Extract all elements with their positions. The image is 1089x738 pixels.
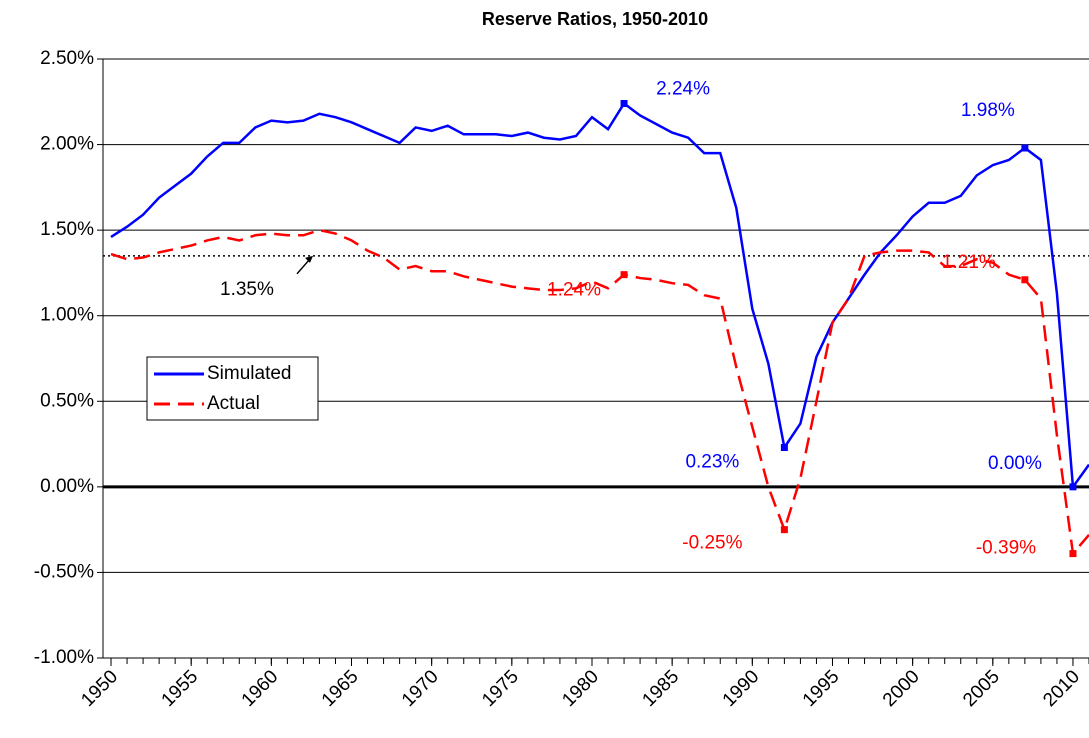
x-tick-label: 1995: [799, 666, 844, 711]
data-label: 0.00%: [988, 453, 1042, 474]
data-label: 1.98%: [961, 100, 1015, 121]
point-marker: [1069, 550, 1077, 558]
y-tick-label: 0.50%: [40, 390, 94, 411]
data-label: -0.39%: [976, 538, 1036, 559]
x-tick-label: 1970: [398, 666, 443, 711]
y-tick-label: -1.00%: [34, 647, 94, 668]
x-tick-label: 1975: [478, 666, 523, 711]
series-line: [110, 101, 1089, 491]
x-tick-label: 1960: [238, 666, 283, 711]
x-tick-label: 2000: [879, 666, 924, 711]
x-tick-label: 2005: [959, 666, 1004, 711]
data-label: 2.24%: [656, 79, 710, 100]
x-tick-label: 1990: [719, 666, 764, 711]
y-tick-label: 2.00%: [40, 134, 94, 155]
point-marker: [620, 271, 628, 279]
point-marker: [1021, 144, 1029, 152]
y-tick-label: 1.50%: [40, 219, 94, 240]
y-tick-label: 2.50%: [40, 48, 94, 69]
legend-label: Simulated: [207, 363, 292, 384]
y-tick-label: 0.00%: [40, 476, 94, 497]
reference-label: 1.35%: [220, 279, 274, 300]
legend-label: Actual: [207, 393, 260, 414]
y-tick-label: 1.00%: [40, 305, 94, 326]
x-tick-label: 1965: [318, 666, 363, 711]
point-marker: [620, 99, 628, 107]
point-marker: [1021, 276, 1029, 284]
x-tick-label: 1980: [558, 666, 603, 711]
data-label: 1.21%: [942, 252, 996, 273]
reference-arrowhead: [305, 255, 313, 263]
x-tick-label: 1985: [638, 666, 683, 711]
legend-box: [146, 356, 319, 421]
x-tick-label: 2010: [1039, 666, 1084, 711]
x-tick-label: 1955: [158, 666, 203, 711]
data-label: 0.23%: [685, 452, 739, 473]
y-tick-label: -0.50%: [34, 561, 94, 582]
data-label: 1.24%: [547, 280, 601, 301]
data-label: -0.25%: [682, 533, 742, 554]
x-tick-label: 1950: [77, 666, 122, 711]
point-marker: [780, 526, 788, 534]
point-marker: [780, 443, 788, 451]
chart-title: Reserve Ratios, 1950-2010: [482, 9, 708, 29]
point-marker: [1069, 483, 1077, 491]
series-line: [110, 228, 1089, 557]
